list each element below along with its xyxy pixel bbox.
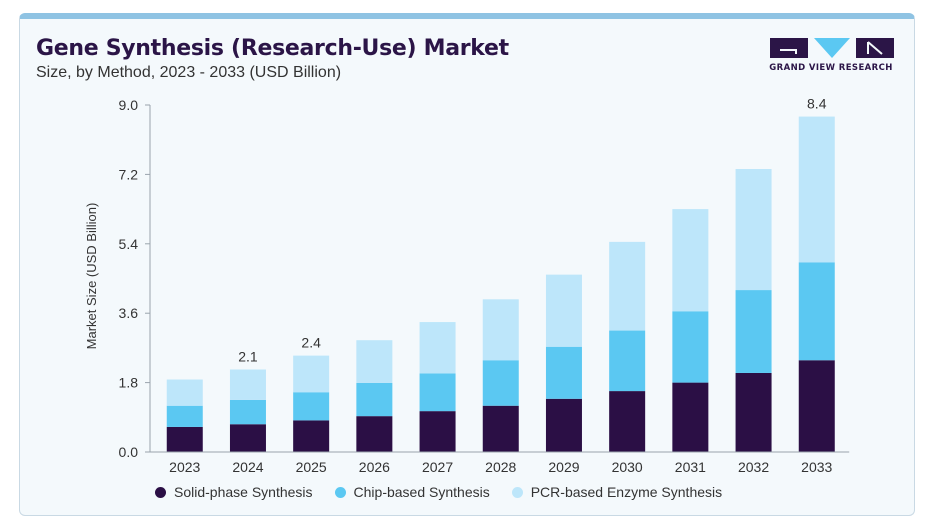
grand-view-research-logo-icon — [770, 38, 894, 58]
bar-segment — [419, 411, 456, 452]
x-tick-label: 2023 — [169, 459, 200, 475]
x-tick-label: 2025 — [296, 459, 327, 475]
bar-segment — [229, 399, 266, 425]
bar-segment — [229, 369, 266, 400]
bar-segment — [609, 391, 646, 452]
bar-segment — [545, 346, 582, 399]
y-tick-label: 9.0 — [119, 97, 139, 113]
bar-segment — [609, 241, 646, 331]
x-tick-label: 2033 — [801, 459, 832, 475]
legend-label: Solid-phase Synthesis — [174, 484, 313, 500]
bar-segment — [482, 405, 519, 452]
bar-segment — [293, 420, 330, 452]
legend-swatch — [334, 486, 346, 498]
y-axis-title: Market Size (USD Billion) — [84, 203, 99, 350]
y-tick-label: 0.0 — [119, 444, 139, 460]
y-tick-label: 7.2 — [119, 166, 139, 182]
x-tick-label: 2030 — [612, 459, 643, 475]
legend-swatch — [511, 486, 523, 498]
data-label: 8.4 — [807, 96, 827, 112]
x-tick-label: 2026 — [359, 459, 390, 475]
bar-segment — [166, 426, 203, 452]
brand-name: GRAND VIEW RESEARCH — [769, 63, 893, 73]
x-tick-label: 2029 — [548, 459, 579, 475]
legend-label: Chip-based Synthesis — [353, 484, 490, 500]
bars — [166, 116, 835, 452]
bar-segment — [798, 360, 835, 452]
bar-segment — [166, 379, 203, 406]
chart-subtitle: Size, by Method, 2023 - 2033 (USD Billio… — [36, 64, 342, 81]
bar-segment — [672, 382, 709, 452]
x-tick-label: 2024 — [232, 459, 263, 475]
y-tick-label: 5.4 — [119, 236, 139, 252]
bar-segment — [735, 290, 772, 373]
chart-title: Gene Synthesis (Research-Use) Market — [36, 36, 509, 61]
legend-swatch — [155, 486, 166, 498]
y-axis: 0.0 1.8 3.6 5.4 7.2 9.0 — [119, 97, 151, 460]
data-label: 2.4 — [301, 335, 321, 351]
x-tick-label: 2032 — [738, 459, 769, 475]
legend-item: PCR-based Enzyme Synthesis — [511, 484, 723, 500]
bar-segment — [356, 382, 393, 417]
legend: Solid-phase Synthesis Chip-based Synthesi… — [155, 484, 722, 500]
x-tick-label: 2027 — [422, 459, 453, 475]
y-tick-label: 1.8 — [119, 375, 139, 391]
bar-segment — [356, 340, 393, 383]
bar-segment — [735, 372, 772, 452]
y-tick-label: 3.6 — [119, 305, 139, 321]
bar-segment — [545, 398, 582, 452]
legend-item: Chip-based Synthesis — [334, 484, 490, 500]
legend-item: Solid-phase Synthesis — [155, 484, 313, 500]
data-labels: 2.1 2.4 8.4 — [238, 96, 826, 365]
bar-segment — [293, 355, 330, 393]
bar-segment — [798, 116, 835, 263]
bar-segment — [672, 209, 709, 312]
x-axis: 2023 2024 2025 2026 2027 2028 2029 2030 2031 2032… — [150, 451, 850, 475]
bar-segment — [419, 322, 456, 374]
bar-segment — [229, 424, 266, 452]
data-label: 2.1 — [238, 348, 258, 364]
bar-segment — [482, 299, 519, 361]
bar-segment — [293, 392, 330, 421]
bar-segment — [166, 405, 203, 427]
bar-segment — [735, 169, 772, 291]
bar-segment — [798, 262, 835, 361]
bar-segment — [545, 274, 582, 347]
x-tick-label: 2028 — [485, 459, 516, 475]
legend-label: PCR-based Enzyme Synthesis — [530, 484, 723, 500]
bar-segment — [609, 330, 646, 392]
bar-segment — [482, 360, 519, 406]
x-tick-label: 2031 — [675, 459, 706, 475]
bar-segment — [672, 311, 709, 383]
bar-segment — [356, 416, 393, 452]
bar-segment — [419, 373, 456, 412]
